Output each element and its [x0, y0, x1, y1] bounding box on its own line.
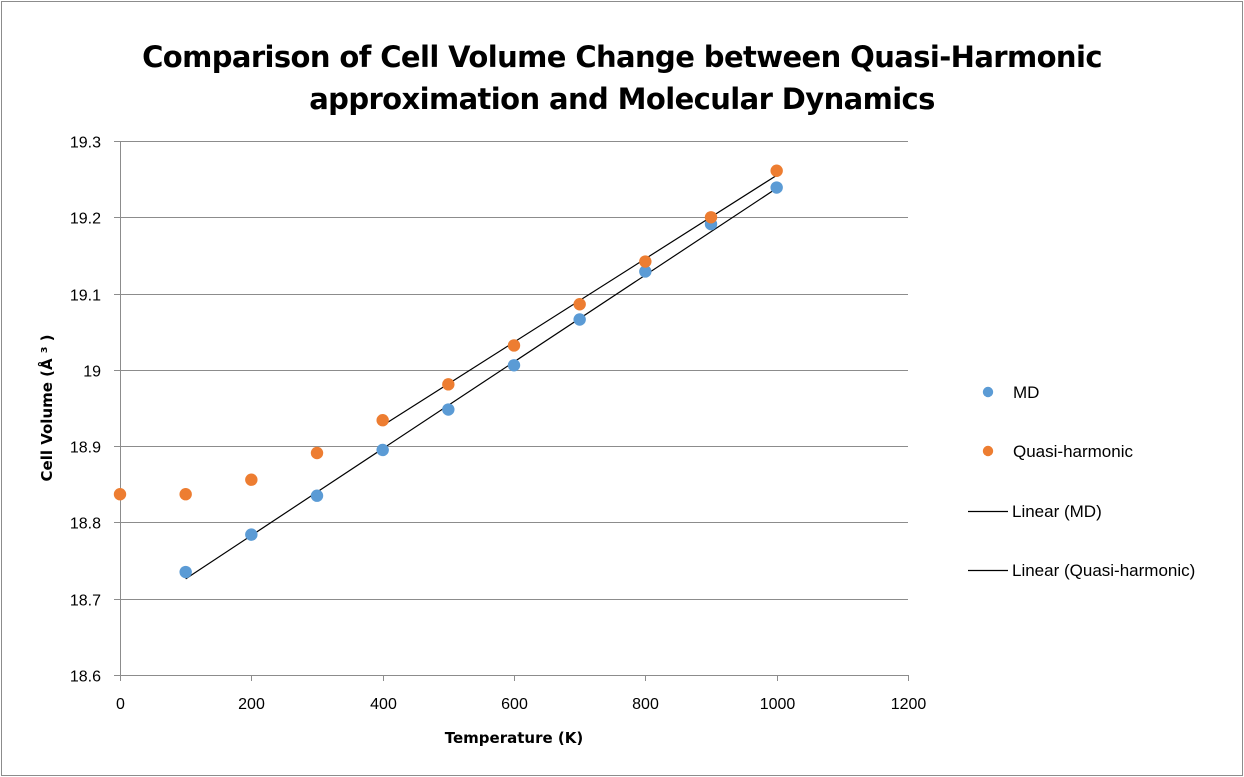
chart-title: Comparison of Cell Volume Change between… — [0, 36, 1244, 120]
point-quasi-harmonic — [179, 488, 192, 501]
legend-item-md: MD — [982, 383, 1039, 402]
point-quasi-harmonic — [639, 255, 652, 268]
x-tick-label: 400 — [370, 696, 397, 713]
point-md — [770, 181, 783, 194]
y-tick-labels: 18.6 18.7 18.8 18.9 19 19.1 19.2 19.3 — [70, 135, 101, 686]
y-tick-label: 18.8 — [70, 516, 101, 533]
y-tick-label: 19.1 — [70, 288, 101, 305]
point-quasi-harmonic — [442, 378, 455, 391]
point-md — [639, 265, 652, 278]
point-md — [310, 489, 324, 502]
y-axis-label: Cell Volume (Å ³ ) — [37, 335, 56, 482]
point-md — [507, 359, 521, 372]
trendlines — [185, 174, 777, 580]
x-tick-label: 1200 — [891, 696, 927, 713]
point-md — [245, 528, 258, 541]
point-md — [179, 565, 192, 579]
point-md — [573, 313, 586, 326]
y-tick-label: 18.6 — [70, 669, 101, 686]
x-tick-labels: 0 200 400 600 800 1000 1200 — [116, 696, 926, 713]
y-tick-label: 19 — [83, 364, 101, 381]
x-tick-label: 200 — [238, 696, 265, 713]
legend: MD Quasi-harmonic Linear (MD) Linear (Quasi… — [968, 383, 1195, 580]
legend-label: Quasi-harmonic — [1013, 442, 1133, 461]
legend-label: Linear (Quasi-harmonic) — [1012, 561, 1195, 580]
point-quasi-harmonic — [376, 414, 389, 427]
y-tick-label: 18.7 — [70, 593, 101, 610]
point-quasi-harmonic — [113, 488, 127, 501]
x-tick-label: 800 — [632, 696, 659, 713]
y-tick-label: 19.2 — [70, 211, 101, 228]
legend-label: Linear (MD) — [1012, 502, 1102, 521]
y-tick-label: 19.3 — [70, 135, 101, 152]
point-md — [442, 403, 455, 416]
legend-item-linear-quasi-harmonic: Linear (Quasi-harmonic) — [968, 561, 1195, 580]
legend-item-quasi-harmonic: Quasi-harmonic — [982, 442, 1133, 461]
point-quasi-harmonic — [770, 164, 783, 177]
y-tick-label: 18.9 — [70, 440, 101, 457]
x-tick-label: 1000 — [760, 696, 796, 713]
point-quasi-harmonic — [573, 298, 586, 311]
legend-item-linear-md: Linear (MD) — [968, 502, 1102, 521]
point-quasi-harmonic — [704, 211, 718, 224]
legend-marker — [982, 445, 994, 457]
data-points — [113, 164, 783, 579]
point-quasi-harmonic — [507, 339, 521, 352]
point-quasi-harmonic — [310, 446, 324, 460]
x-tick-label: 0 — [116, 696, 125, 713]
chart-title-line-1: Comparison of Cell Volume Change between… — [142, 40, 1102, 74]
x-tick-label: 600 — [501, 696, 528, 713]
trendline-linear-md — [185, 187, 777, 580]
gridlines — [114, 141, 908, 676]
point-quasi-harmonic — [245, 473, 258, 486]
legend-marker — [982, 386, 994, 398]
point-md — [376, 443, 389, 457]
legend-label: MD — [1013, 383, 1039, 402]
axes — [120, 141, 909, 681]
chart-title-line-2: approximation and Molecular Dynamics — [309, 82, 935, 116]
x-axis-label: Temperature (K) — [445, 729, 583, 747]
